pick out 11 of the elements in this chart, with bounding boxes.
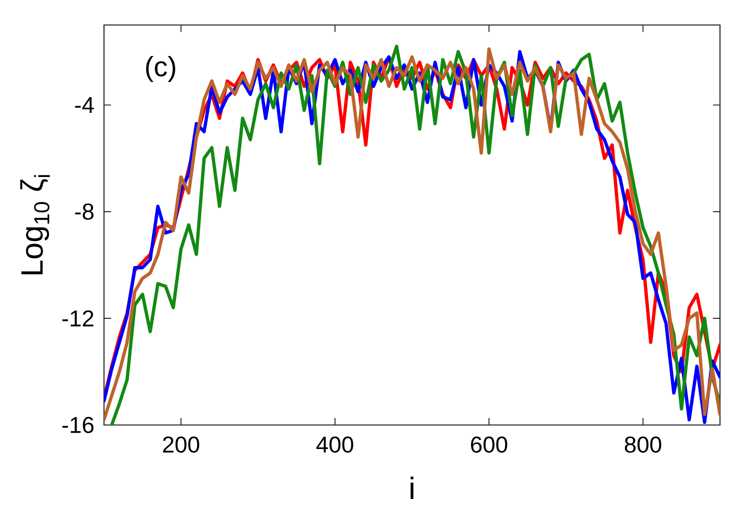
y-tick-label: -8	[75, 204, 94, 220]
x-tick-label: 400	[316, 436, 354, 453]
x-tick-label: 600	[471, 436, 508, 453]
x-tick-label: 800	[624, 436, 662, 453]
y-axis-title: Log$_{10}$ ζ$_{i}$	[20, 175, 50, 274]
y-tick-label: -12	[62, 310, 94, 326]
y-tick-label: -4	[75, 97, 94, 113]
annotation: (c)	[146, 56, 176, 82]
x-axis-title: i	[410, 476, 414, 499]
x-tick-label: 200	[163, 436, 200, 453]
y-tick-label: -16	[62, 416, 94, 434]
